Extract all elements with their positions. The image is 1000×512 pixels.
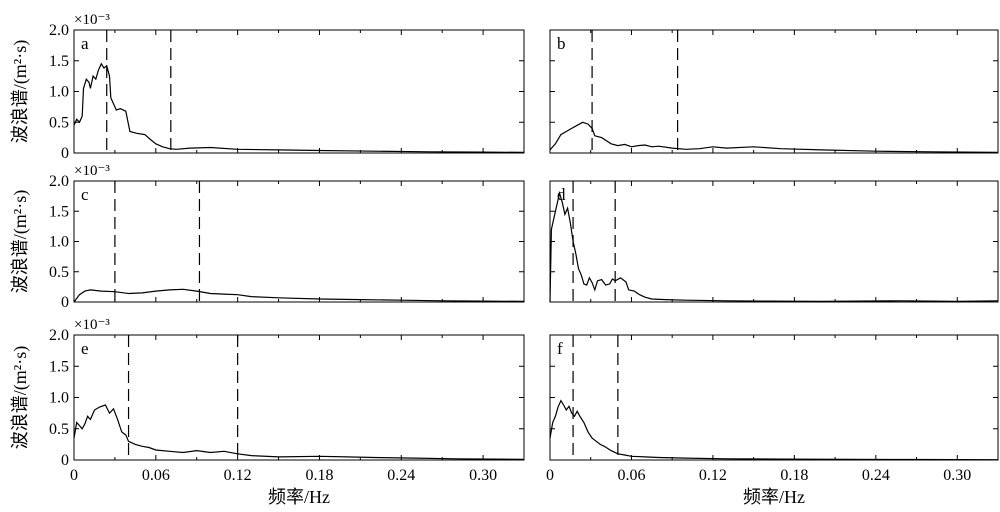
y-tick-label: 2.0 (49, 327, 69, 344)
panel-label: e (81, 339, 89, 358)
y-axis-label: 波浪谱/(m²·s) (10, 40, 31, 143)
panel-d-axes-box (549, 180, 999, 303)
panel-c-spectrum-line (73, 288, 525, 303)
y-tick-label: 1.5 (49, 53, 69, 70)
panel-b-spectrum-line (549, 121, 999, 153)
x-tick-label: 0.18 (305, 467, 333, 484)
y-tick-label: 0 (61, 294, 69, 311)
x-tick-label: 0.30 (943, 467, 971, 484)
x-tick-label: 0.30 (469, 467, 497, 484)
x-tick-label: 0.12 (224, 467, 252, 484)
x-tick-label: 0.24 (862, 467, 890, 484)
y-axis-label: 波浪谱/(m²·s) (10, 190, 31, 293)
x-tick-label: 0.18 (780, 467, 808, 484)
x-tick-label: 0 (546, 467, 554, 484)
y-tick-label: 1.5 (49, 203, 69, 220)
y-tick-label: 2.0 (49, 22, 69, 39)
panel-e-spectrum-line (73, 404, 525, 460)
x-tick-label: 0.12 (699, 467, 727, 484)
x-tick-label: 0 (70, 467, 78, 484)
x-axis-label: 频率/Hz (743, 487, 805, 507)
y-axis-label: 波浪谱/(m²·s) (10, 346, 31, 449)
panel-d-spectrum-line (549, 190, 999, 303)
x-tick-label: 0.24 (387, 467, 415, 484)
panel-label: a (81, 34, 89, 53)
y-tick-label: 0 (61, 452, 69, 469)
scale-factor-label: ×10⁻³ (74, 12, 110, 28)
y-tick-label: 0.5 (49, 421, 69, 438)
y-tick-label: 0 (61, 145, 69, 162)
x-axis-label: 频率/Hz (268, 487, 330, 507)
x-tick-label: 0.06 (617, 467, 645, 484)
panel-f-spectrum-line (549, 399, 999, 461)
panel-label: d (557, 185, 566, 204)
y-tick-label: 1.0 (49, 390, 69, 407)
y-tick-label: 1.5 (49, 358, 69, 375)
scale-factor-label: ×10⁻³ (74, 317, 110, 333)
x-tick-label: 0.06 (142, 467, 170, 484)
panel-label: c (81, 185, 89, 204)
scale-factor-label: ×10⁻³ (74, 163, 110, 179)
y-tick-label: 1.0 (49, 234, 69, 251)
panel-c-axes-box (73, 180, 525, 303)
panel-e-axes-box (73, 334, 525, 461)
y-tick-label: 2.0 (49, 173, 69, 190)
panel-a-spectrum-line (73, 62, 525, 153)
panel-label: f (557, 339, 563, 358)
y-tick-label: 1.0 (49, 84, 69, 101)
y-tick-label: 0.5 (49, 114, 69, 131)
panel-label: b (557, 34, 566, 53)
panel-b-axes-box (549, 29, 999, 154)
panel-f-axes-box (549, 334, 999, 461)
y-tick-label: 0.5 (49, 264, 69, 281)
